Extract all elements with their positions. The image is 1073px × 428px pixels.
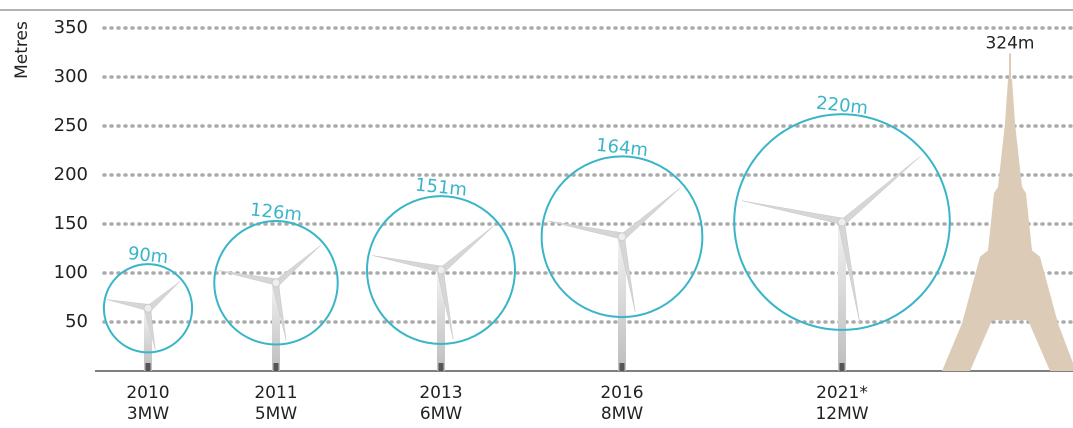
- hub: [837, 217, 847, 227]
- foundation: [145, 363, 151, 371]
- capacity-label: 8MW: [601, 404, 643, 424]
- eiffel-tower: [942, 78, 1073, 371]
- capacity-label: 6MW: [420, 404, 462, 424]
- y-tick-label: 350: [54, 17, 88, 38]
- year-label: 2010: [126, 383, 169, 403]
- year-label: 2016: [600, 383, 643, 403]
- tower: [144, 308, 152, 371]
- foundation: [619, 363, 625, 371]
- y-tick-label: 100: [54, 262, 88, 283]
- blade: [372, 255, 443, 273]
- rotor-circle: [102, 263, 194, 354]
- rotor-label: 151m: [414, 174, 468, 200]
- blade: [741, 200, 844, 225]
- capacity-label: 5MW: [255, 404, 297, 424]
- hub: [436, 265, 446, 275]
- tower: [618, 236, 626, 371]
- hub: [143, 303, 153, 313]
- capacity-label: 12MW: [815, 404, 868, 424]
- capacity-label: 3MW: [127, 404, 169, 424]
- rotor-label: 126m: [249, 199, 303, 225]
- year-label: 2021*: [816, 383, 868, 403]
- tower: [838, 222, 846, 371]
- blade: [840, 156, 921, 226]
- foundation: [273, 363, 279, 371]
- rotor-circle: [366, 195, 516, 346]
- blade: [218, 270, 278, 286]
- tower: [272, 282, 280, 371]
- blade: [106, 299, 150, 311]
- rotor-circle: [733, 113, 951, 331]
- blade: [439, 224, 496, 274]
- rotor-circle: [540, 155, 704, 319]
- blade: [620, 187, 681, 241]
- rotor-label: 164m: [595, 135, 649, 161]
- foundation: [839, 363, 845, 371]
- rotor-circle: [213, 220, 339, 346]
- blade: [547, 220, 624, 240]
- rotor-label: 90m: [127, 243, 169, 268]
- y-tick-label: 200: [54, 164, 88, 185]
- tower: [437, 270, 445, 371]
- foundation: [438, 363, 444, 371]
- reference-label: 324m: [985, 33, 1034, 53]
- y-tick-label: 300: [54, 66, 88, 87]
- y-tick-label: 150: [54, 213, 88, 234]
- hub: [617, 232, 627, 242]
- y-axis-label: Metres: [12, 21, 32, 79]
- year-label: 2011: [254, 383, 297, 403]
- year-label: 2013: [419, 383, 462, 403]
- y-tick-label: 50: [65, 311, 88, 332]
- y-tick-label: 250: [54, 115, 88, 136]
- hub: [271, 278, 281, 288]
- blade: [274, 244, 322, 287]
